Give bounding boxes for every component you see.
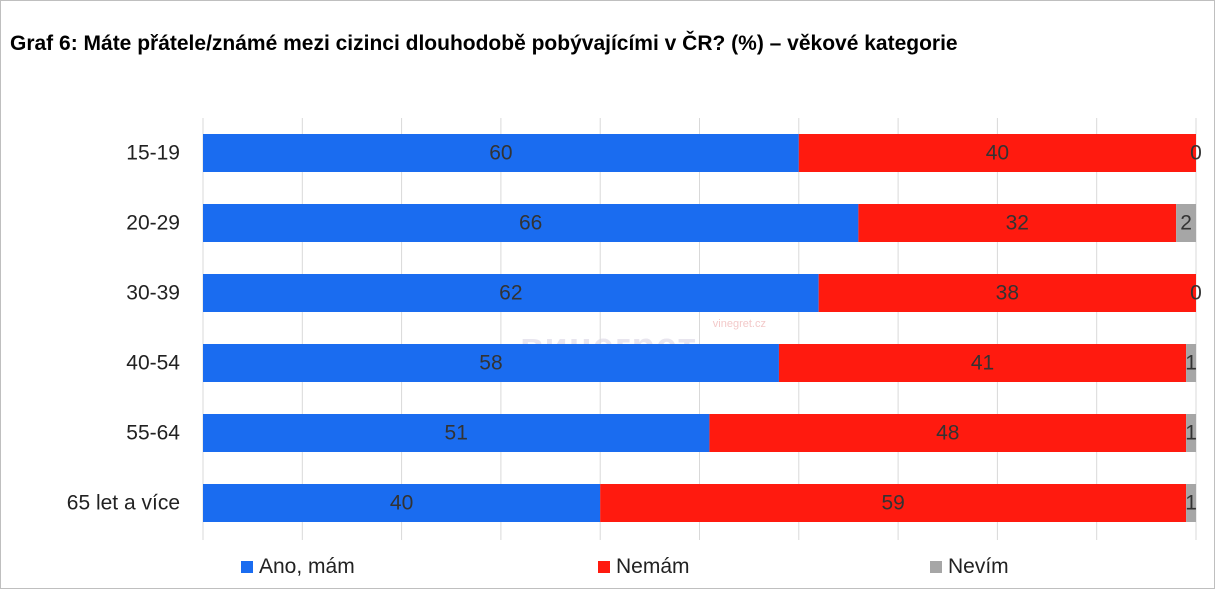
category-label: 20-29 (126, 212, 180, 235)
data-label: 1 (1185, 422, 1197, 445)
bar-segment (203, 484, 601, 522)
bar-segment (1186, 414, 1196, 452)
data-label: 59 (881, 492, 904, 515)
bar-segment (798, 134, 1196, 172)
bar-segment (600, 484, 1187, 522)
bar-segment (203, 274, 819, 312)
data-label: 2 (1180, 212, 1192, 235)
legend: Ano, mám Nemám Nevím (0, 555, 1215, 581)
bar-segment (203, 204, 859, 242)
bar-segment (858, 204, 1177, 242)
bar-segment (203, 344, 779, 382)
data-label: 32 (1006, 212, 1029, 235)
bar-segment (1186, 484, 1196, 522)
data-label: 41 (971, 352, 994, 375)
legend-swatch (930, 561, 942, 573)
data-label: 0 (1190, 142, 1202, 165)
data-label: 1 (1185, 352, 1197, 375)
data-label: 66 (519, 212, 542, 235)
legend-swatch (241, 561, 253, 573)
category-label: 55-64 (126, 422, 180, 445)
bar-segment (818, 274, 1196, 312)
legend-item: Ano, mám (241, 555, 355, 579)
data-label: 40 (986, 142, 1009, 165)
chart-title: Graf 6: Máte přátele/známé mezi cizinci … (10, 32, 958, 55)
legend-label: Nevím (948, 555, 1009, 578)
bar-segment (203, 134, 799, 172)
bar-segment (203, 414, 710, 452)
legend-item: Nemám (598, 555, 690, 579)
legend-swatch (598, 561, 610, 573)
category-label: 30-39 (126, 282, 180, 305)
bar-segment (709, 414, 1187, 452)
legend-label: Nemám (616, 555, 690, 578)
data-label: 1 (1185, 492, 1197, 515)
data-label: 51 (445, 422, 468, 445)
data-label: 60 (489, 142, 512, 165)
data-label: 48 (936, 422, 959, 445)
data-label: 58 (479, 352, 502, 375)
category-label: 65 let a více (67, 492, 180, 515)
bar-segment (1176, 204, 1196, 242)
data-label: 0 (1190, 282, 1202, 305)
data-label: 38 (996, 282, 1019, 305)
legend-label: Ano, mám (259, 555, 355, 578)
category-label: 40-54 (126, 352, 180, 375)
legend-item: Nevím (930, 555, 1009, 579)
bar-segment (778, 344, 1187, 382)
bar-segment (1186, 344, 1196, 382)
data-label: 62 (499, 282, 522, 305)
category-label: 15-19 (126, 142, 180, 165)
data-label: 40 (390, 492, 413, 515)
